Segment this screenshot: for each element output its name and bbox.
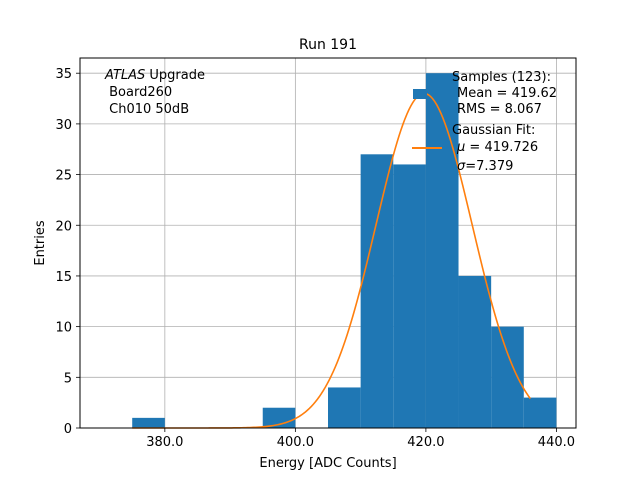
histogram-bar — [132, 417, 165, 428]
legend-samples-line-3: RMS = 8.067 — [457, 102, 542, 117]
y-tick-label: 35 — [55, 67, 72, 82]
annotation-atlas: ATLAS — [104, 68, 145, 83]
legend-mu-symbol: μ — [456, 140, 465, 155]
annotation-line-2: Board260 — [105, 85, 172, 100]
legend-sigma-symbol: σ — [457, 159, 466, 174]
x-tick-label: 380.0 — [146, 435, 183, 450]
legend-fit-line-2: μ = 419.726 — [456, 140, 538, 155]
annotation-line-1: ATLAS Upgrade — [104, 68, 205, 83]
y-tick-label: 25 — [55, 169, 72, 184]
legend-samples-line-2: Mean = 419.62 — [457, 86, 557, 101]
legend-mu-value: = 419.726 — [465, 140, 538, 155]
histogram-bar — [393, 164, 426, 428]
y-tick-label: 0 — [64, 422, 72, 437]
histogram-bar — [523, 397, 557, 428]
histogram-bar — [328, 387, 361, 428]
legend-samples-line-1: Samples (123): — [452, 70, 551, 85]
y-tick-label: 30 — [55, 118, 72, 133]
y-tick-label: 5 — [64, 371, 72, 386]
y-axis-label: Entries — [33, 220, 48, 266]
chart-title: Run 191 — [299, 37, 357, 53]
histogram-bar — [458, 275, 492, 428]
x-axis-label: Energy [ADC Counts] — [259, 456, 396, 471]
histogram-bar — [425, 73, 459, 429]
legend-fit-line-1: Gaussian Fit: — [452, 123, 535, 138]
y-tick-label: 20 — [55, 219, 72, 234]
y-tick-label: 15 — [55, 270, 72, 285]
legend-bar-swatch — [413, 89, 427, 99]
legend: Samples (123): Mean = 419.62 RMS = 8.067… — [412, 70, 557, 174]
x-tick-label: 440.0 — [538, 435, 575, 450]
histogram-bar — [491, 326, 524, 428]
histogram-bar — [360, 154, 394, 428]
plot-frame — [79, 57, 577, 429]
histogram-bars — [132, 73, 557, 429]
atlas-annotation: ATLAS Upgrade Board260 Ch010 50dB — [104, 68, 205, 117]
x-tick-label: 420.0 — [407, 435, 444, 450]
legend-fit-line-3: σ=7.379 — [457, 159, 513, 174]
annotation-upgrade: Upgrade — [145, 68, 205, 83]
x-tick-label: 400.0 — [277, 435, 314, 450]
legend-sigma-value: =7.379 — [465, 159, 513, 174]
x-axis-ticks: 380.0 400.0 420.0 440.0 — [146, 428, 575, 450]
annotation-line-3: Ch010 50dB — [105, 102, 189, 117]
y-tick-label: 10 — [55, 321, 72, 336]
y-axis-ticks: 0 5 10 15 20 25 30 35 — [55, 67, 80, 437]
